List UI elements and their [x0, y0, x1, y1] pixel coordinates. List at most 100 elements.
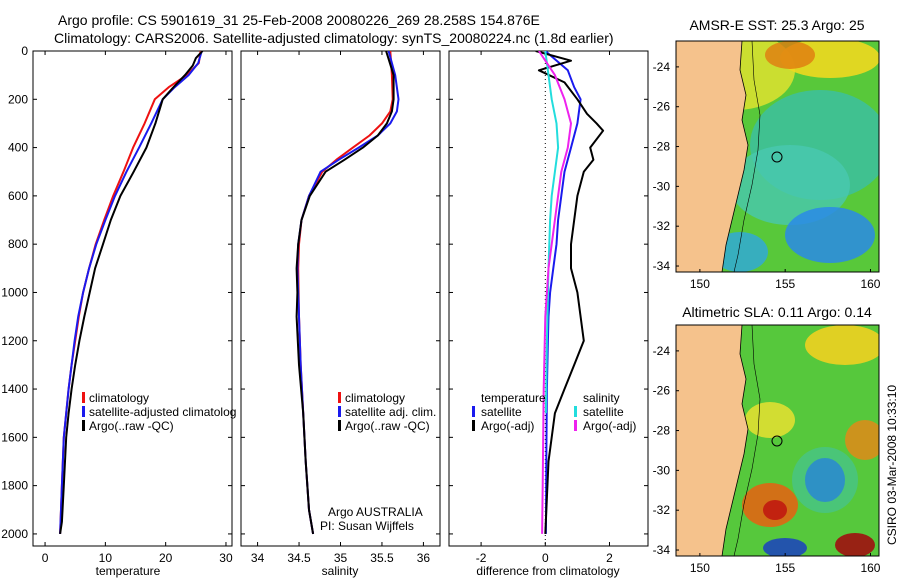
salinity-axes-frame	[240, 50, 441, 547]
legend-label-temp-satellite: satellite	[481, 405, 522, 419]
temperature-series	[59, 51, 204, 535]
legend-swatch-sal-satellite	[574, 406, 577, 417]
sst-argo-marker	[771, 151, 783, 163]
legend-label-argo: Argo(..raw -QC)	[89, 419, 174, 433]
sst-y-ticks: -24 -26 -28 -30 -32 -34	[653, 60, 679, 273]
legend-swatch-temp-satellite	[472, 406, 475, 417]
legend-swatch-satellite	[338, 406, 341, 417]
y-tick-label: 400	[8, 141, 28, 155]
series-line-argo	[295, 51, 395, 535]
map-y-tick-label: -30	[653, 179, 671, 193]
series-line-temperature-argo	[535, 51, 605, 534]
salinity-x-ticks: 34 34.5 35 35.5 36	[251, 51, 431, 565]
title-line-1: Argo profile: CS 5901619_31 25-Feb-2008 …	[58, 12, 540, 28]
x-tick-label: 35	[334, 551, 348, 565]
y-tick-label: 600	[8, 189, 28, 203]
map-y-tick-label: -32	[653, 219, 671, 233]
sst-coastline	[721, 41, 749, 272]
x-tick-label: 35.5	[370, 551, 394, 565]
x-tick-label: 30	[219, 551, 233, 565]
temperature-xlabel: temperature	[96, 564, 161, 578]
legend-label-temp-argo: Argo(-adj)	[481, 419, 534, 433]
sst-map-panel: AMSR-E SST: 25.3 Argo: 25 -24 -26 -28 -30 -3…	[653, 17, 881, 291]
sla-isobath	[733, 325, 761, 556]
annotation-pi: PI: Susan Wijffels	[320, 519, 414, 533]
legend-label-satellite: satellite-adjusted climatolog	[89, 405, 236, 419]
x-tick-label: -2	[476, 551, 487, 565]
series-line-salinity-satellite	[544, 51, 560, 414]
salinity-panel: 34 34.5 35 35.5 36 salinity climatology sate…	[240, 50, 441, 578]
series-line-salinity-argo	[538, 51, 572, 534]
legend-swatch-temp-argo	[472, 420, 475, 431]
temperature-y-ticks: 0 200 400 600 800 1000 1200 1400 1600 1800 2000	[1, 44, 232, 541]
series-line-argo	[59, 51, 204, 535]
legend-swatch-climatology	[82, 392, 85, 403]
sla-coastline	[721, 325, 749, 556]
sla-high-ne	[805, 325, 879, 365]
legend-label-climatology: climatology	[89, 391, 149, 405]
sst-land	[676, 41, 748, 272]
temperature-axes-frame	[32, 50, 233, 547]
map-y-tick-label: -24	[653, 344, 671, 358]
salinity-y-ticks	[241, 50, 440, 535]
sla-low-ring	[792, 447, 858, 513]
sla-map-field	[676, 325, 879, 556]
x-tick-label: 0	[542, 551, 549, 565]
sla-map-panel: Altimetric SLA: 0.11 Argo: 0.14 -24-26-2…	[653, 304, 881, 575]
sla-map-title: Altimetric SLA: 0.11 Argo: 0.14	[682, 304, 872, 320]
sla-map-frame	[675, 324, 880, 557]
y-tick-label: 200	[8, 92, 28, 106]
map-y-tick-label: -26	[653, 384, 671, 398]
annotation-argo-australia: Argo AUSTRALIA	[328, 505, 423, 519]
y-tick-label: 1200	[1, 334, 28, 348]
sst-cool-mid	[730, 145, 850, 225]
y-tick-label: 2000	[1, 527, 28, 541]
title-line-2: Climatology: CARS2006. Satellite-adjuste…	[54, 30, 614, 46]
temperature-panel: 0 200 400 600 800 1000 1200 1400 1600 1800 2000 0 1…	[1, 44, 236, 578]
legend-label-climatology: climatology	[345, 391, 405, 405]
sla-peak-se	[835, 533, 875, 556]
legend-label-sal-satellite: satellite	[583, 405, 624, 419]
difference-series	[535, 51, 605, 534]
sst-map-title: AMSR-E SST: 25.3 Argo: 25	[689, 17, 864, 33]
map-y-tick-label: -26	[653, 100, 671, 114]
map-x-tick-label: 155	[775, 277, 795, 291]
legend-swatch-sal-argo	[574, 420, 577, 431]
sla-high-mid	[745, 402, 795, 438]
difference-legend: temperature salinity satellite Argo(-adj…	[472, 391, 636, 433]
legend-label-sal-argo: Argo(-adj)	[583, 419, 636, 433]
legend-swatch-climatology	[338, 392, 341, 403]
legend-swatch-argo	[338, 420, 341, 431]
map-y-tick-label: -28	[653, 140, 671, 154]
map-y-tick-label: -32	[653, 503, 671, 517]
salinity-legend: climatology satellite adj. clim. Argo(..…	[338, 391, 436, 433]
map-y-tick-label: -24	[653, 60, 671, 74]
map-x-tick-label: 150	[690, 561, 710, 575]
x-tick-label: 2	[606, 551, 613, 565]
sst-cold-south	[785, 207, 875, 263]
sla-argo-marker	[771, 435, 783, 447]
legend-header-temperature: temperature	[481, 391, 546, 405]
x-tick-label: 36	[417, 551, 431, 565]
x-tick-label: 34	[251, 551, 265, 565]
legend-swatch-argo	[82, 420, 85, 431]
credit-text: CSIRO 03-Mar-2008 10:33:10	[885, 385, 899, 545]
y-tick-label: 0	[21, 44, 28, 58]
sla-low-south	[763, 538, 807, 556]
difference-y-ticks	[449, 50, 648, 535]
sla-low-center	[805, 458, 845, 502]
map-x-tick-label: 160	[860, 277, 880, 291]
temperature-x-ticks: 0 10 20 30	[42, 51, 233, 565]
salinity-series	[295, 51, 400, 535]
sla-peak-south	[763, 500, 787, 520]
difference-panel: -2 0 2 difference from climatology tempera…	[448, 50, 649, 578]
map-x-tick-label: 160	[860, 561, 880, 575]
difference-xlabel: difference from climatology	[476, 564, 619, 578]
sla-x-ticks: 150 155 160	[690, 553, 881, 575]
x-tick-label: 20	[159, 551, 173, 565]
legend-label-satellite: satellite adj. clim.	[345, 405, 436, 419]
y-tick-label: 1400	[1, 382, 28, 396]
y-tick-label: 1600	[1, 430, 28, 444]
sla-high-east	[845, 420, 879, 460]
salinity-xlabel: salinity	[322, 564, 359, 578]
